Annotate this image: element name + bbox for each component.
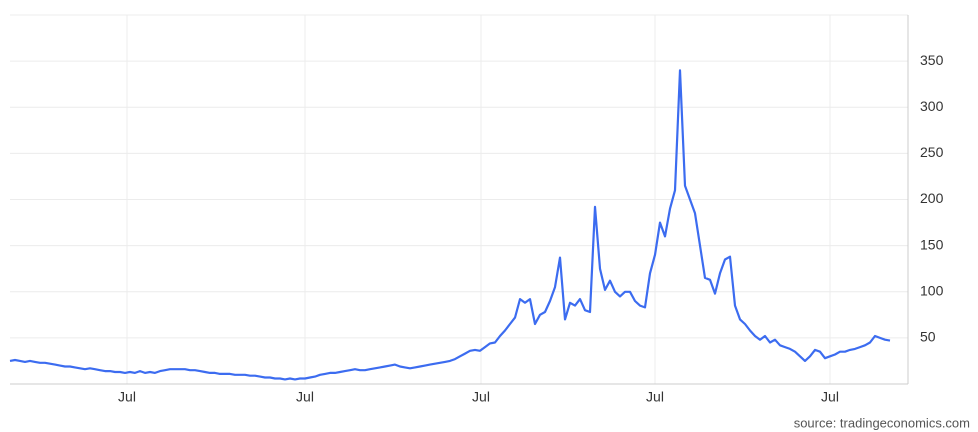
data-line (9, 69, 891, 381)
y-tick-label: 100 (920, 282, 944, 298)
x-tick-label: Jul (646, 389, 664, 405)
x-tick-label: Jul (472, 389, 490, 405)
y-tick-label: 150 (920, 236, 944, 252)
y-tick-label: 300 (920, 98, 944, 114)
x-tick-label: Jul (821, 389, 839, 405)
y-tick-label: 50 (920, 329, 936, 345)
y-tick-label: 200 (920, 190, 944, 206)
y-tick-label: 250 (920, 144, 944, 160)
y-tick-label: 350 (920, 52, 944, 68)
x-tick-label: Jul (296, 389, 314, 405)
x-tick-label: Jul (118, 389, 136, 405)
source-note: source: tradingeconomics.com (794, 415, 970, 430)
